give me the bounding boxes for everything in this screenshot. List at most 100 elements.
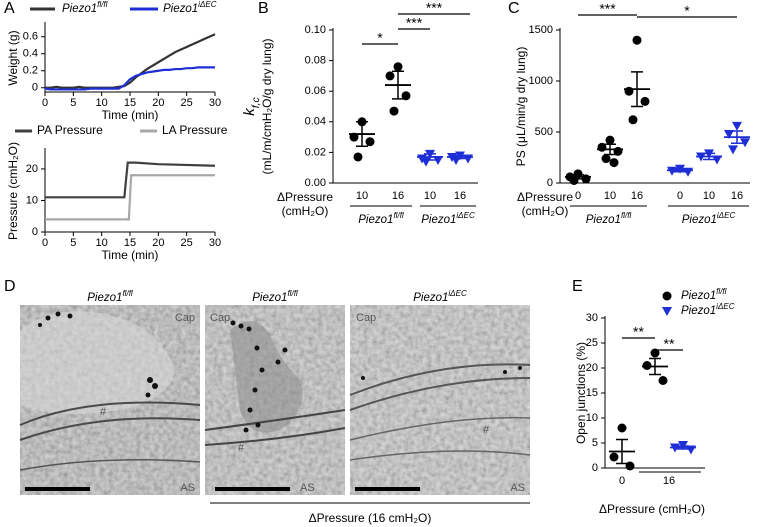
error-bar: [454, 154, 466, 160]
micrograph: [204, 305, 346, 495]
y-axis-label: Weight (g): [6, 30, 20, 85]
legend-label: Piezo1fl/fl: [681, 287, 727, 302]
data-point: [601, 154, 611, 164]
data-point: [609, 452, 619, 462]
x-axis-label: Time (min): [102, 248, 159, 262]
x-axis-label: Time (min): [102, 108, 159, 122]
error-bar: [677, 445, 689, 450]
data-point: [609, 158, 619, 168]
significance-label: *: [684, 3, 690, 19]
micrograph: [19, 305, 201, 495]
error-bar: [572, 174, 584, 180]
series-line: [45, 33, 216, 89]
legend-label: Piezo1iΔEC: [681, 302, 735, 317]
data-point: [365, 137, 375, 147]
data-point: [724, 130, 734, 140]
y-tick-label: 25: [586, 337, 598, 349]
data-point: [617, 423, 627, 433]
group-label: Piezo1fl/fl: [586, 211, 632, 226]
x-tick-label: 16: [663, 475, 675, 487]
x-tick-label: 16: [731, 190, 743, 202]
legend-label: Piezo1iΔEC: [163, 0, 217, 15]
error-bar: [674, 167, 686, 173]
micrograph-label: Cap: [210, 312, 230, 324]
y-tick-label: 20: [586, 362, 598, 374]
micrograph-title: Piezo1fl/fl: [252, 289, 298, 304]
panel-letter: E: [572, 278, 583, 295]
data-point: [605, 135, 615, 145]
y-axis-label: kf,c: [241, 96, 262, 115]
significance-label: ***: [426, 0, 443, 16]
x-tick-label: 30: [209, 97, 221, 109]
legend-marker: [662, 307, 672, 316]
data-point: [740, 138, 750, 148]
micrograph-label: AS: [300, 482, 315, 494]
y-tick-label: 10: [586, 412, 598, 424]
x-axis-label: ΔPressure: [277, 190, 333, 204]
series-line: [45, 174, 215, 221]
y-tick-label: 20: [26, 163, 38, 175]
x-tick-label: 10: [703, 190, 715, 202]
data-point: [385, 71, 395, 81]
y-tick-label: 0: [32, 82, 38, 94]
x-axis-label: ΔPressure: [517, 190, 573, 204]
y-tick-label: 30: [586, 312, 598, 324]
y-tick-label: 0.08: [305, 55, 326, 67]
x-tick-label: 10: [604, 190, 616, 202]
x-tick-label: 10: [356, 190, 368, 202]
data-point: [433, 156, 443, 166]
x-tick-label: 15: [124, 97, 136, 109]
x-tick-label: 0: [677, 190, 683, 202]
y-tick-label: 0.2: [23, 65, 38, 77]
y-axis-label: PS (μL/min/g dry lung): [514, 47, 528, 167]
y-tick-label: 1500: [529, 24, 553, 36]
x-axis-label: ΔPressure (cmH₂O): [599, 502, 705, 516]
data-point: [650, 348, 660, 358]
panel-letter: A: [4, 0, 15, 17]
data-point: [728, 145, 738, 155]
significance-label: *: [377, 30, 383, 46]
error-bar: [631, 71, 643, 108]
panel-letter: C: [508, 0, 520, 17]
micrograph-caption: ΔPressure (16 cmH₂O): [309, 511, 432, 525]
x-tick-label: 30: [209, 237, 221, 249]
y-tick-label: 0.4: [23, 48, 38, 60]
x-tick-label: 10: [96, 237, 108, 249]
x-tick-label: 15: [124, 237, 136, 249]
data-point: [732, 121, 742, 131]
group-label: Piezo1iΔEC: [682, 211, 736, 226]
y-tick-label: 0.00: [305, 177, 326, 189]
data-point: [632, 35, 642, 45]
x-tick-label: 16: [392, 190, 404, 202]
x-tick-label: 5: [70, 97, 76, 109]
error-bar: [703, 152, 715, 161]
micrograph-label: #: [238, 442, 245, 454]
x-tick-label: 0: [619, 475, 625, 487]
data-point: [640, 96, 650, 106]
x-tick-label: 16: [454, 190, 466, 202]
y-tick-label: 0: [592, 462, 598, 474]
y-tick-label: 10: [26, 194, 38, 206]
data-point: [389, 106, 399, 116]
data-point: [658, 376, 668, 385]
micrograph-title: Piezo1fl/fl: [87, 289, 133, 304]
series-line: [45, 161, 216, 199]
x-tick-label: 10: [96, 97, 108, 109]
micrograph: [349, 305, 531, 495]
y-tick-label: 0.06: [305, 85, 326, 97]
y-tick-label: 0: [547, 177, 553, 189]
significance-label: **: [633, 324, 644, 340]
legend-label: LA Pressure: [162, 123, 228, 137]
x-tick-label: 5: [70, 237, 76, 249]
error-bar: [604, 143, 616, 156]
y-tick-label: 0: [32, 226, 38, 238]
significance-label: ***: [599, 1, 616, 17]
error-bar: [649, 357, 661, 376]
micrograph-label: AS: [180, 482, 195, 494]
data-point: [628, 115, 638, 125]
data-point: [393, 62, 403, 72]
micrograph-label: #: [483, 424, 490, 436]
micrograph-label: AS: [510, 482, 525, 494]
error-bar: [424, 153, 436, 161]
